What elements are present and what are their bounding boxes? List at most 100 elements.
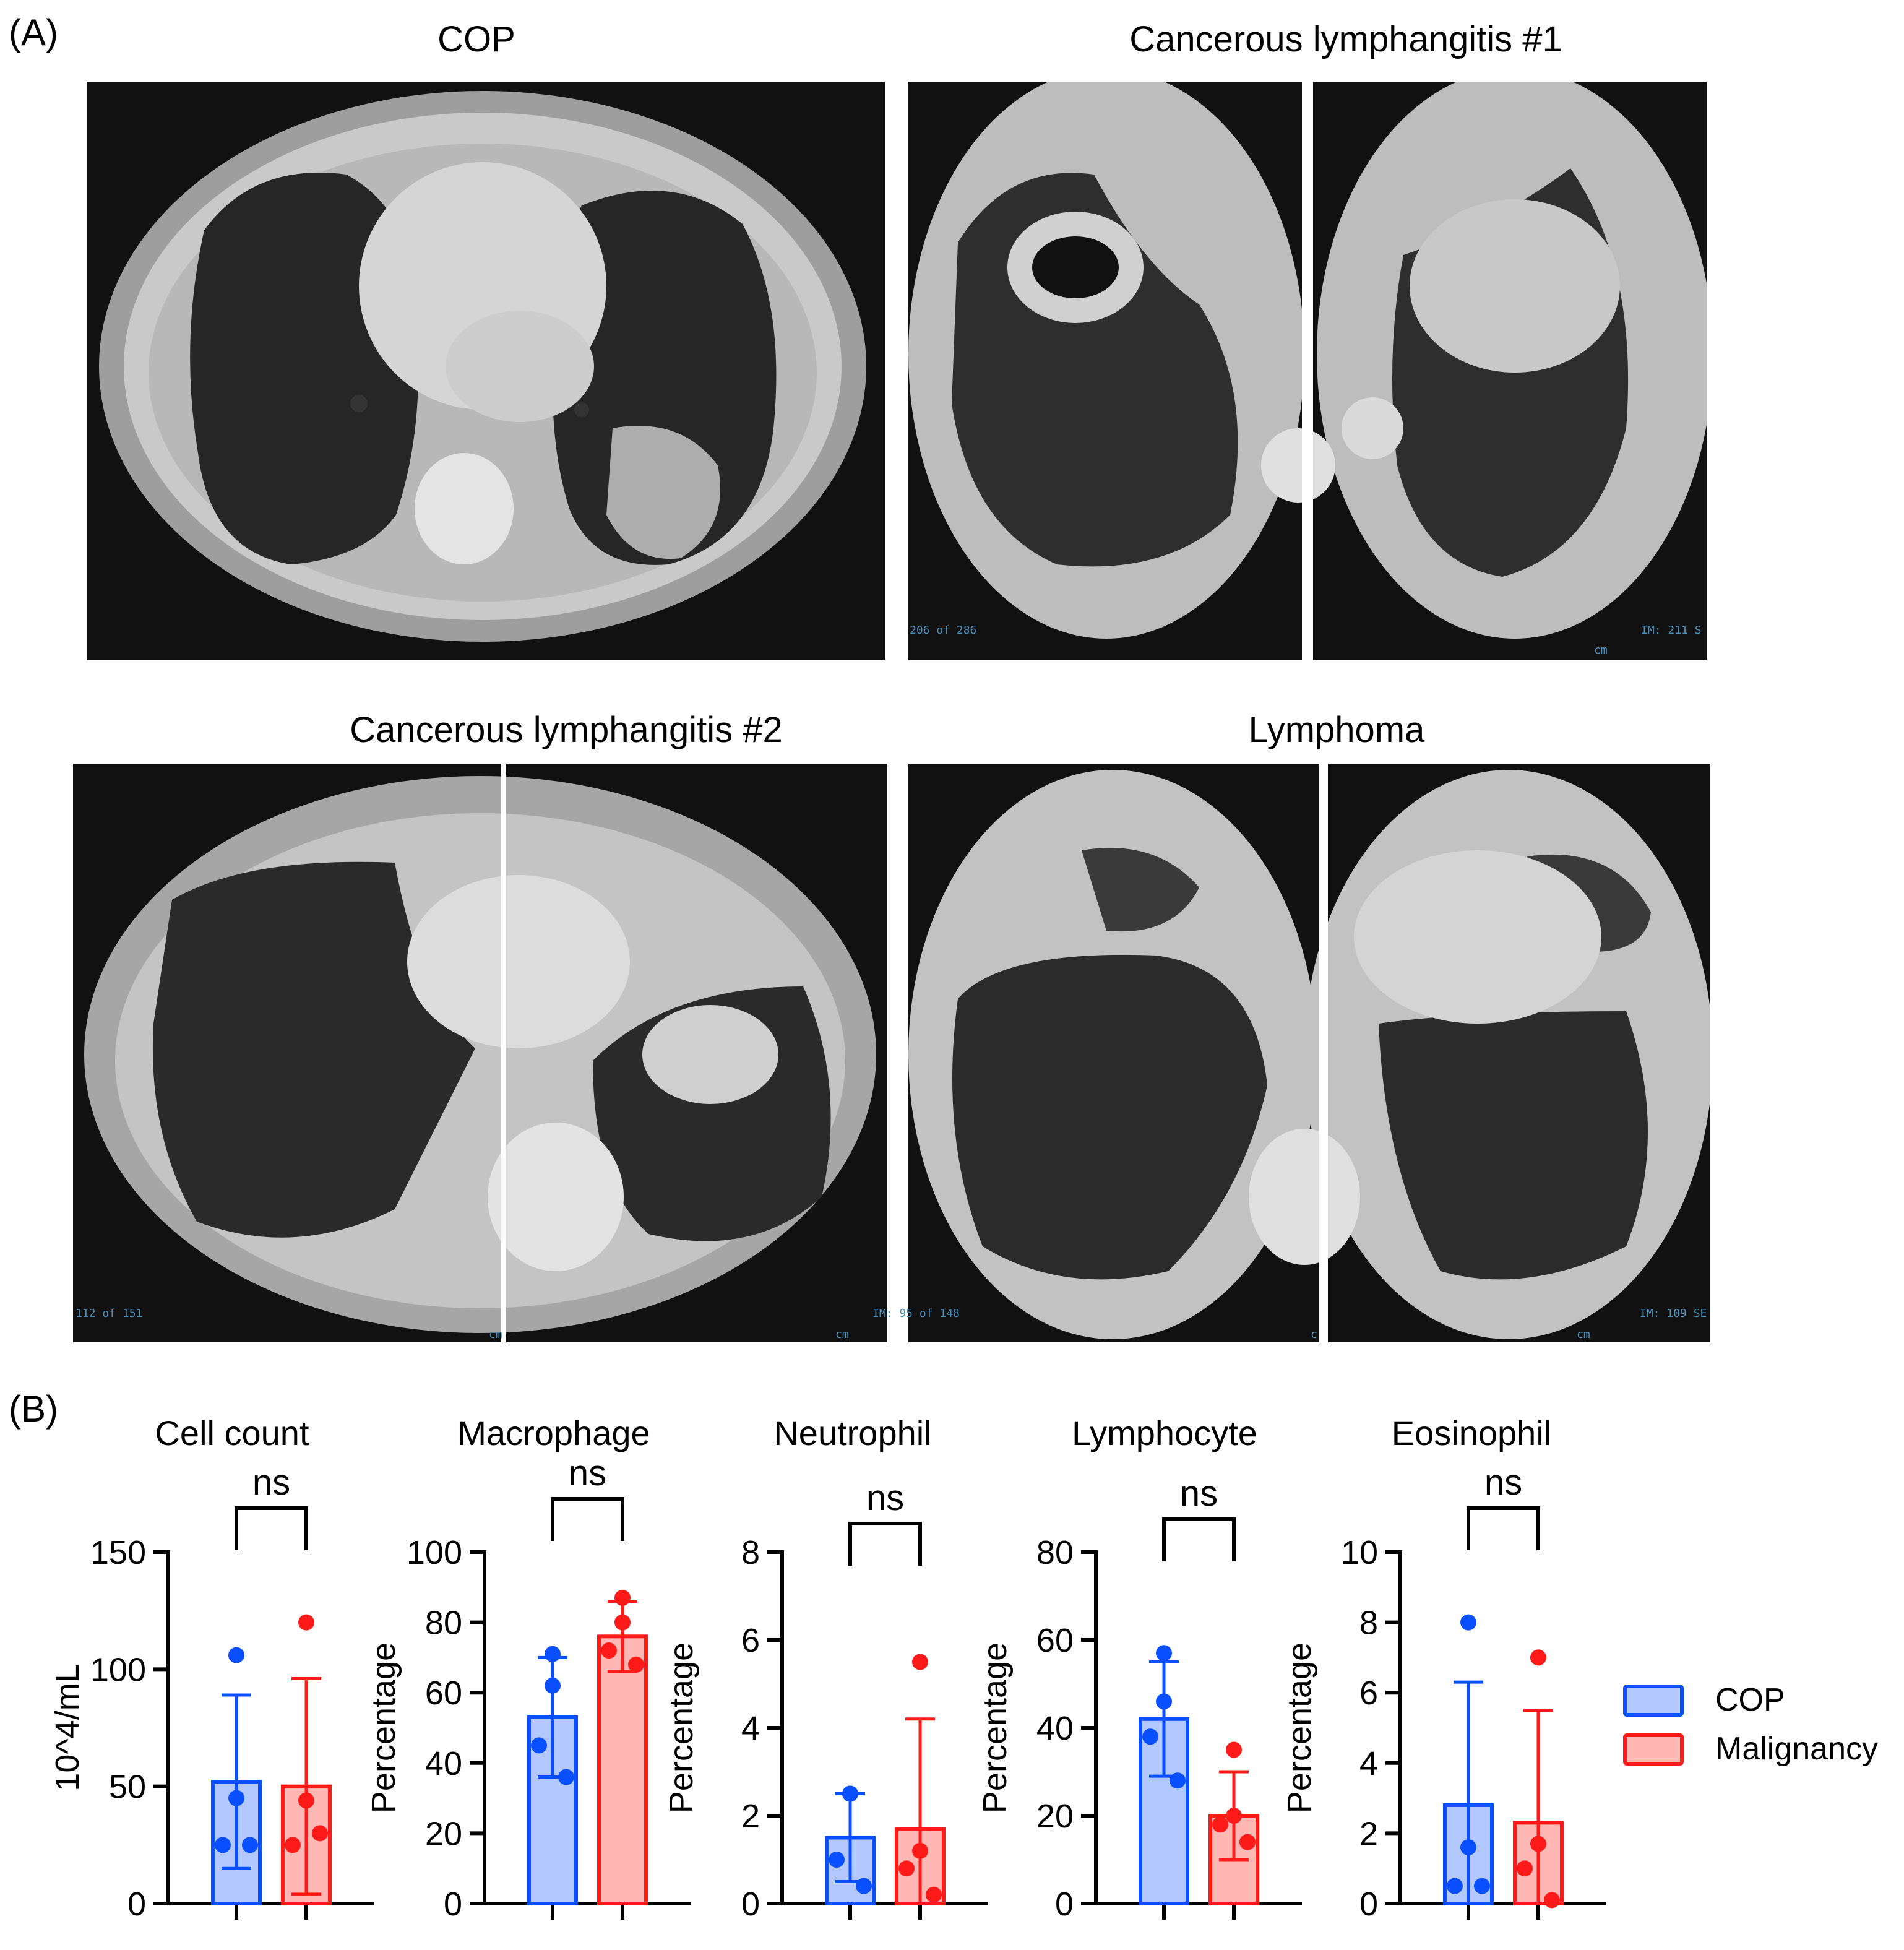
y-tick-label: 60 (425, 1675, 462, 1712)
data-point-cop (1447, 1878, 1463, 1894)
significance-bracket (848, 1522, 922, 1566)
data-point-malignancy (312, 1825, 328, 1842)
y-axis-label: 10^4/mL (49, 1664, 86, 1791)
ct-caption-lymphoma-unit-left: c (1311, 1328, 1317, 1341)
y-tick-label: 60 (1036, 1622, 1074, 1659)
y-tick-label: 2 (1359, 1815, 1378, 1852)
significance-label: ns (569, 1453, 606, 1493)
significance-label: ns (1180, 1473, 1218, 1514)
ct-caption-lymphoma-left: IM: 95 of 148 (872, 1307, 960, 1320)
y-tick-label: 6 (741, 1622, 760, 1659)
ct-title-cop: COP (437, 19, 515, 59)
legend-label-cop: COP (1715, 1682, 1785, 1718)
y-tick-label: 80 (1036, 1534, 1074, 1571)
legend-swatch-cop (1623, 1685, 1684, 1717)
bal-bar-charts: Cell count10^4/mL050100150nsMacrophagePe… (49, 1413, 1878, 1923)
data-point-cop (829, 1852, 845, 1868)
significance-bracket (551, 1497, 624, 1541)
data-point-cop (215, 1837, 231, 1853)
data-point-cop (228, 1790, 244, 1806)
panel-b-label: (B) (9, 1388, 58, 1430)
data-point-cop (558, 1769, 574, 1785)
data-point-cop (1170, 1772, 1186, 1789)
data-point-cop (1460, 1614, 1476, 1631)
ct-caption-cl1-slice: 206 of 286 (910, 624, 977, 637)
y-tick-label: 20 (425, 1815, 462, 1852)
ct-caption-cl2-slice: 112 of 151 (75, 1307, 143, 1320)
y-tick-label: 0 (741, 1886, 760, 1923)
bar-malignancy (597, 1634, 648, 1905)
ct-caption-cl1-im: IM: 211 S (1641, 624, 1702, 637)
chart-cell-count: Cell count 10^4/mL 0 50 100 150 ns (49, 1413, 374, 1923)
chart-title: Macrophage (457, 1413, 650, 1452)
y-axis-label: Percentage (976, 1642, 1014, 1813)
ct-caption-cl2-unit-right: cm (835, 1328, 849, 1341)
data-point-malignancy (898, 1860, 915, 1877)
data-point-malignancy (298, 1792, 314, 1809)
y-tick-label: 6 (1359, 1675, 1378, 1712)
data-point-malignancy (1239, 1834, 1256, 1850)
y-tick-label: 0 (444, 1886, 462, 1923)
chart-macrophage: Macrophage Percentage 0 20 40 60 80 100 ns (365, 1413, 691, 1923)
chart-title: Eosinophil (1392, 1413, 1551, 1452)
y-tick-label: 100 (407, 1534, 462, 1571)
data-point-malignancy (628, 1656, 644, 1673)
ct-caption-cl1-unit: cm (1594, 644, 1608, 657)
data-point-malignancy (298, 1614, 314, 1631)
y-axis-label: Percentage (663, 1642, 700, 1813)
chart-lymphocyte: Lymphocyte Percentage 0 20 40 60 80 ns (976, 1413, 1302, 1923)
ct-caption-lymphoma-right: IM: 109 SE (1640, 1307, 1707, 1320)
y-tick-label: 0 (127, 1886, 146, 1923)
y-tick-label: 40 (425, 1745, 462, 1782)
data-point-cop (531, 1737, 547, 1754)
y-tick-label: 8 (1359, 1605, 1378, 1642)
y-axis-label: Percentage (1281, 1642, 1318, 1813)
y-tick-label: 80 (425, 1605, 462, 1642)
significance-bracket (235, 1506, 308, 1550)
ct-image-cancerous-lymphangitis-2 (73, 764, 887, 1342)
ct-image-cop (87, 82, 885, 660)
data-point-cop (545, 1677, 561, 1694)
ct-image-lymphoma (908, 764, 1710, 1342)
significance-bracket (1467, 1506, 1540, 1550)
data-point-cop (1142, 1728, 1158, 1745)
data-point-cop (545, 1646, 561, 1662)
ct-caption-lymphoma-unit-right: cm (1577, 1328, 1590, 1341)
data-point-cop (1460, 1839, 1476, 1856)
y-tick-label: 2 (741, 1798, 760, 1835)
y-axis-label: Percentage (365, 1642, 402, 1813)
data-point-malignancy (614, 1589, 631, 1606)
data-point-malignancy (1530, 1836, 1546, 1852)
data-point-malignancy (1226, 1741, 1242, 1758)
y-tick-label: 10 (1341, 1534, 1378, 1571)
chart-title: Lymphocyte (1072, 1413, 1257, 1452)
data-point-malignancy (1517, 1860, 1533, 1877)
ct-caption-cl2-unit-left: cm (489, 1328, 502, 1341)
panel-a-label: (A) (9, 12, 58, 53)
data-point-malignancy (285, 1837, 301, 1853)
chart-eosinophil: Eosinophil Percentage 0 2 4 6 8 10 ns (1281, 1413, 1606, 1923)
y-tick-label: 20 (1036, 1798, 1074, 1835)
significance-label: ns (866, 1478, 904, 1518)
data-point-malignancy (912, 1842, 928, 1859)
significance-label: ns (1484, 1462, 1522, 1503)
y-tick-label: 8 (741, 1534, 760, 1571)
chart-neutrophil: Neutrophil Percentage 0 2 4 6 8 ns (663, 1413, 988, 1923)
y-tick-label: 0 (1359, 1886, 1378, 1923)
y-tick-label: 50 (109, 1769, 146, 1806)
data-point-malignancy (1530, 1649, 1546, 1666)
y-tick-label: 4 (741, 1710, 760, 1747)
ct-title-lymphoma: Lymphoma (1248, 710, 1425, 750)
data-point-cop (242, 1837, 258, 1853)
significance-bracket (1162, 1517, 1236, 1561)
ct-divider-cl1 (1302, 82, 1313, 660)
ct-title-cancerous-lymphangitis-1: Cancerous lymphangitis #1 (1129, 19, 1562, 59)
y-tick-label: 0 (1055, 1886, 1074, 1923)
y-tick-label: 4 (1359, 1745, 1378, 1782)
y-tick-label: 40 (1036, 1710, 1074, 1747)
data-point-malignancy (1226, 1808, 1242, 1824)
data-point-cop (228, 1647, 244, 1663)
data-point-malignancy (926, 1886, 942, 1903)
chart-title: Neutrophil (773, 1413, 931, 1452)
legend-label-malignancy: Malignancy (1715, 1731, 1878, 1767)
